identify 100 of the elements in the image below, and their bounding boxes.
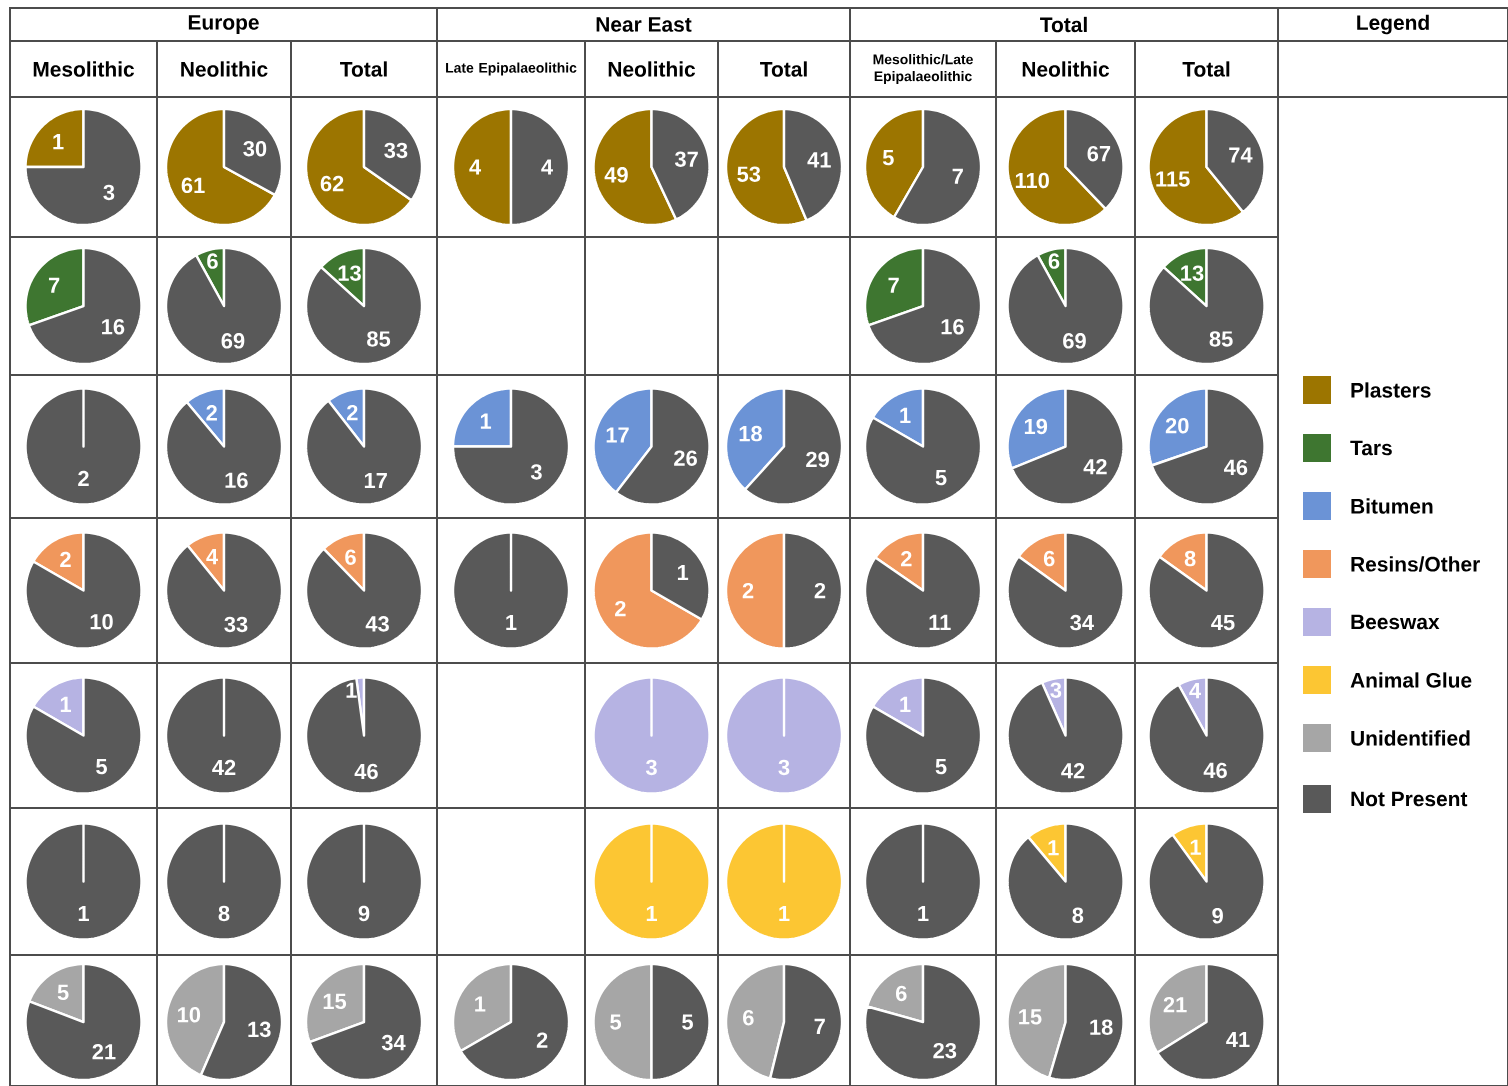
data-label: 13 [1181, 265, 1204, 281]
chart-title: Neolithic [608, 61, 696, 77]
data-label: 8 [218, 905, 230, 922]
data-label: 2 [742, 582, 754, 599]
data-label: 7 [814, 1018, 825, 1034]
data-label: 1 [53, 134, 64, 150]
data-label: 4 [469, 159, 482, 175]
data-label: 7 [888, 277, 899, 293]
data-label: 13 [248, 1021, 271, 1038]
data-label: 2 [346, 404, 358, 421]
data-label: 18 [739, 425, 762, 442]
data-label: 6 [1048, 253, 1060, 269]
data-label: 23 [933, 1042, 957, 1059]
data-label: 16 [941, 319, 964, 335]
data-label: 33 [224, 616, 248, 633]
data-label: 37 [674, 151, 698, 167]
text: Total [1040, 16, 1087, 33]
data-label: 11 [929, 614, 951, 630]
data-label: 17 [606, 427, 629, 443]
data-label: 2 [78, 470, 89, 487]
data-label: 9 [358, 905, 370, 922]
data-label: 45 [1211, 614, 1235, 631]
data-label: 2 [536, 1032, 548, 1048]
data-label: 1 [60, 696, 71, 712]
data-label: 10 [177, 1006, 201, 1023]
data-label: 43 [365, 616, 389, 632]
data-label: 29 [806, 451, 829, 468]
data-label: 74 [1229, 147, 1253, 163]
data-label: 3 [778, 759, 790, 776]
text: Legend [1357, 14, 1429, 35]
data-label: 7 [952, 168, 963, 184]
data-label: 53 [737, 166, 761, 182]
data-label: 5 [935, 759, 947, 775]
data-label: 13 [338, 265, 361, 281]
data-label: 20 [1165, 417, 1189, 434]
data-label: 62 [320, 175, 344, 192]
data-label: 7 [48, 277, 60, 293]
data-label: 5 [610, 1014, 622, 1030]
data-label: 1 [1048, 840, 1059, 856]
data-label: 2 [206, 405, 217, 421]
data-label: 1 [78, 905, 89, 921]
data-label: 6 [345, 549, 356, 565]
data-label: 61 [181, 177, 205, 194]
data-label: 46 [1223, 459, 1248, 476]
data-label: 1 [900, 696, 911, 712]
data-label: 6 [207, 253, 218, 269]
data-label: 5 [57, 984, 69, 1001]
data-label: 34 [1070, 614, 1094, 631]
data-label: 26 [674, 450, 697, 466]
data-label: 5 [882, 150, 894, 166]
text: Near East [596, 17, 692, 32]
chart-title: Mesolithic [33, 61, 135, 77]
chart-title: Neolithic [181, 61, 268, 77]
data-label: 69 [1063, 333, 1086, 349]
data-label: 1 [900, 407, 911, 423]
chart-title: Neolithic [1022, 61, 1110, 77]
data-label: 16 [225, 472, 248, 489]
data-label: 2 [60, 551, 71, 568]
data-label: 9 [1212, 908, 1223, 924]
data-label: 6 [743, 1009, 754, 1026]
data-label: 41 [807, 152, 831, 168]
chart-title: Total [340, 61, 387, 77]
data-label: 5 [682, 1014, 693, 1030]
category-label: Beeswax [1351, 614, 1440, 630]
data-label: 15 [1019, 1009, 1042, 1025]
data-label: 67 [1087, 145, 1111, 162]
data-label: 3 [1050, 682, 1062, 698]
data-label: 4 [541, 159, 553, 175]
data-label: 2 [814, 582, 826, 599]
data-label: 42 [1061, 763, 1085, 779]
data-label: 42 [1083, 458, 1107, 475]
data-label: 6 [1043, 550, 1055, 567]
data-label: 3 [530, 464, 542, 480]
data-label: 41 [1226, 1031, 1250, 1048]
data-label: 3 [103, 184, 115, 201]
data-label: 2 [900, 551, 912, 567]
data-label: 5 [935, 470, 947, 486]
data-label: 21 [1163, 996, 1187, 1013]
data-label: 15 [323, 993, 347, 1010]
data-label: 17 [364, 473, 387, 489]
data-label: 16 [102, 319, 125, 335]
data-label: 8 [1072, 907, 1084, 924]
data-label: 30 [243, 140, 267, 157]
data-label: 19 [1024, 418, 1048, 435]
category-label: Tars [1350, 440, 1392, 456]
data-label: 85 [1209, 331, 1233, 347]
data-label: 110 [1015, 172, 1049, 189]
data-label: 69 [221, 333, 245, 349]
data-label: 18 [1090, 1019, 1113, 1035]
data-label: 85 [367, 331, 391, 347]
data-label: 1 [480, 413, 492, 429]
category-label: Not Present [1351, 791, 1468, 807]
category-label: Bitumen [1351, 498, 1433, 514]
data-label: 1 [506, 614, 517, 630]
category-label: Plasters [1351, 382, 1431, 398]
data-label: 1 [475, 996, 486, 1012]
chart-title: Late Epipalaeolithic [446, 62, 577, 76]
category-label: Resins/Other [1351, 556, 1480, 572]
data-label: 1 [677, 565, 689, 581]
data-label: 115 [1156, 171, 1190, 187]
